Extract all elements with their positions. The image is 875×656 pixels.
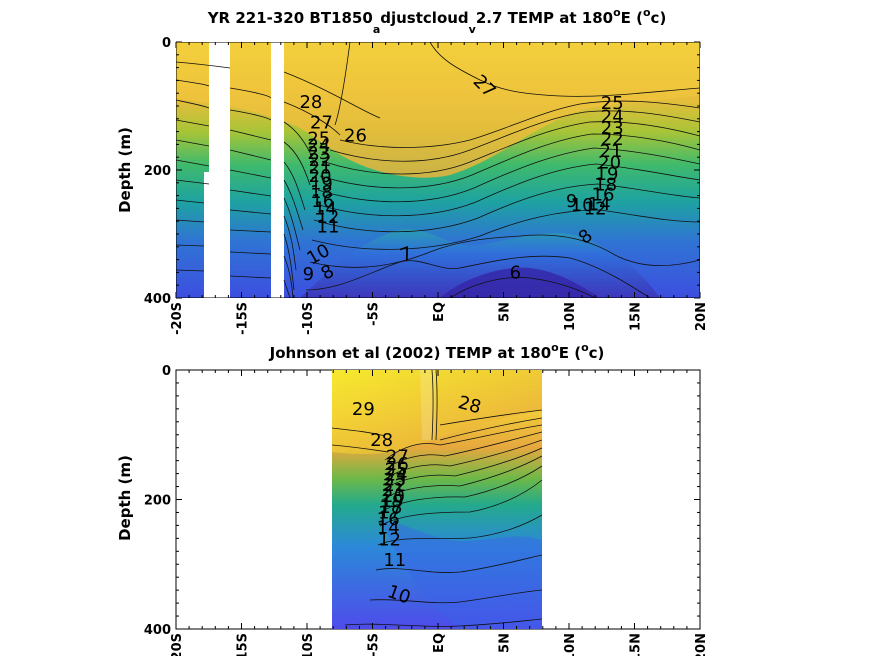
observation-panel: Johnson et al (2002) TEMP at 180oE (oc) <box>116 341 709 656</box>
observation-axes: Depth (m) -20S -15S -10S -5S EQ 5N 10N 15N 20N 0 2… <box>116 364 709 656</box>
contour-label: 12 <box>378 529 401 550</box>
contour-label: 16 <box>377 509 400 530</box>
observation-panel-title: Johnson et al (2002) TEMP at 180oE (oc) <box>269 341 605 362</box>
contour-label: 12 <box>584 199 607 220</box>
x-tick-label: -15S <box>236 633 251 656</box>
x-tick-label: -10S <box>301 633 316 656</box>
x-tick-label: EQ <box>432 633 447 653</box>
model-contour-lines <box>176 42 700 298</box>
contour-label: 23 <box>383 470 406 491</box>
contour-label: 19 <box>310 174 333 195</box>
contour-label: 19 <box>596 164 619 185</box>
observation-y-axis-label: Depth (m) <box>116 455 134 541</box>
x-tick-label: -5S <box>367 302 382 326</box>
y-tick-label: 0 <box>162 364 171 379</box>
x-tick-label: -20S <box>170 302 185 335</box>
x-tick-label: 15N <box>629 302 644 331</box>
contour-label: 25 <box>307 128 330 149</box>
x-tick-label: -10S <box>301 302 316 335</box>
model-y-axis-label: Depth (m) <box>116 127 134 213</box>
contour-label: 18 <box>310 182 333 203</box>
x-tick-label: 5N <box>498 633 513 653</box>
contour-label: 19 <box>381 491 404 512</box>
contour-label: 21 <box>599 141 622 162</box>
contour-label: 20 <box>382 486 405 507</box>
contour-label: 16 <box>311 191 334 212</box>
contour-label: 14 <box>588 194 611 215</box>
contour-label: 14 <box>377 518 400 539</box>
x-tick-label: 20N <box>694 633 709 656</box>
y-tick-label: 400 <box>144 623 171 638</box>
x-tick-label: 20N <box>694 302 709 331</box>
contour-label: 29 <box>352 399 375 420</box>
contour-label: 20 <box>598 153 621 174</box>
y-tick-label: 200 <box>144 164 171 179</box>
contour-label: 14 <box>314 199 337 220</box>
data-gap <box>209 42 230 298</box>
contour-label: 18 <box>594 174 617 195</box>
contour-label: 21 <box>309 158 332 179</box>
x-tick-label: 5N <box>498 302 513 322</box>
contour-label: 6 <box>510 263 521 284</box>
contour-label: 9 <box>303 264 314 285</box>
model-axes: Depth (m) -20S -15S -10S -5S EQ 5N 10N 15N 20N 0 2… <box>116 36 709 335</box>
y-tick-label: 0 <box>162 36 171 51</box>
contour-label: 12 <box>317 207 340 228</box>
observation-contour-lines <box>332 370 542 627</box>
contour-label: 23 <box>307 143 330 164</box>
contour-label: 24 <box>307 135 330 156</box>
x-tick-label: 10N <box>563 633 578 656</box>
x-tick-label: -5S <box>367 633 382 656</box>
contour-label: 22 <box>309 150 332 171</box>
contour-label: 11 <box>383 550 406 571</box>
contour-label: 25 <box>385 459 408 480</box>
contour-label: 27 <box>386 446 409 467</box>
model-panel: YR 221-320 BT1850adjustcloudv2.7 TEMP at… <box>116 6 709 335</box>
contour-label: 28 <box>370 430 393 451</box>
contour-label: 26 <box>386 454 409 475</box>
x-tick-label: 15N <box>629 633 644 656</box>
contour-label: 10 <box>571 195 594 216</box>
model-temperature-field <box>176 42 700 298</box>
contour-label: 28 <box>299 92 322 113</box>
x-tick-label: -15S <box>236 302 251 335</box>
contour-label: 16 <box>592 185 615 206</box>
contour-label: 20 <box>309 166 332 187</box>
contour-label: 26 <box>344 126 367 147</box>
y-tick-label: 200 <box>144 494 171 509</box>
data-gap <box>271 42 284 298</box>
contour-label: 25 <box>601 93 624 114</box>
contour-label: 23 <box>601 118 624 139</box>
contour-label: 24 <box>601 107 624 128</box>
contour-label: 17 <box>378 503 401 524</box>
x-tick-label: 10N <box>563 302 578 331</box>
x-tick-label: -20S <box>170 633 185 656</box>
x-tick-label: EQ <box>432 302 447 322</box>
contour-label: 22 <box>383 475 406 496</box>
contour-label: 9 <box>566 191 577 212</box>
contour-label: 18 <box>379 497 402 518</box>
contour-label: 11 <box>317 217 340 238</box>
contour-label: 24 <box>385 465 408 486</box>
observation-temperature-field <box>332 370 542 629</box>
model-panel-title: YR 221-320 BT1850adjustcloudv2.7 TEMP at… <box>207 6 667 36</box>
contour-label: 27 <box>310 112 333 133</box>
contour-label: 22 <box>601 129 624 150</box>
y-tick-label: 400 <box>144 292 171 307</box>
contour-label: 21 <box>382 480 405 501</box>
